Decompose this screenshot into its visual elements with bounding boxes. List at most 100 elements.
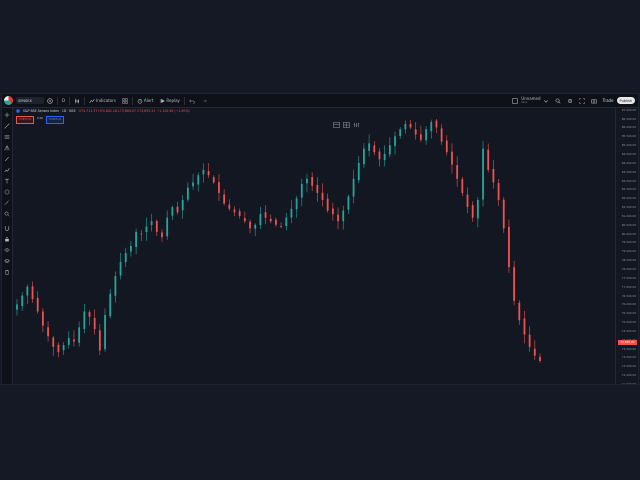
candle bbox=[57, 342, 60, 358]
candle bbox=[497, 178, 500, 206]
divider bbox=[69, 96, 71, 105]
layers-icon[interactable] bbox=[4, 258, 10, 264]
price-tick-label: 72,500.00 bbox=[621, 364, 636, 369]
price-tick-label: 83,000.00 bbox=[621, 178, 636, 183]
sell-button[interactable]: 73,855.21 bbox=[16, 116, 34, 124]
candle bbox=[93, 309, 96, 335]
candle bbox=[394, 131, 396, 155]
chart-settings-icon[interactable] bbox=[353, 122, 360, 128]
layout-save-status: Save bbox=[521, 100, 528, 104]
price-tick-label: 78,500.00 bbox=[621, 258, 636, 263]
compare-symbol-button[interactable] bbox=[44, 94, 56, 107]
publish-button[interactable]: Publish bbox=[616, 97, 635, 104]
candle bbox=[130, 240, 132, 257]
chart-pane[interactable]: S&P BSE Sensex Index · 1D · BSE O74,711.… bbox=[13, 108, 638, 384]
lock-icon[interactable] bbox=[4, 236, 10, 242]
crosshair-icon[interactable] bbox=[4, 112, 10, 118]
price-tick-label: 78,000.00 bbox=[621, 267, 636, 271]
candle bbox=[425, 126, 427, 145]
magnet-icon[interactable] bbox=[4, 225, 10, 231]
price-tick-label: 75,500.00 bbox=[621, 311, 636, 316]
candle bbox=[420, 125, 422, 143]
price-tick-label: 71,500.00 bbox=[621, 382, 636, 384]
chart-layout-icon[interactable] bbox=[333, 122, 340, 128]
undo-button[interactable] bbox=[186, 94, 198, 107]
horizontal-lines-icon[interactable] bbox=[4, 134, 10, 140]
trash-icon[interactable] bbox=[4, 269, 10, 275]
candle-style-button[interactable] bbox=[71, 94, 83, 107]
brush-icon[interactable] bbox=[4, 156, 10, 162]
price-tick-label: 79,000.00 bbox=[621, 249, 636, 254]
buy-price: 73,855.21 bbox=[48, 118, 62, 121]
candle bbox=[539, 353, 541, 363]
candle bbox=[223, 189, 226, 206]
gear-icon bbox=[567, 98, 573, 104]
legend-title: S&P BSE Sensex Index · 1D · BSE bbox=[23, 109, 76, 113]
candle bbox=[150, 213, 153, 232]
text-tool-icon[interactable] bbox=[4, 178, 10, 184]
candle bbox=[171, 205, 174, 220]
snapshot-button[interactable] bbox=[588, 94, 600, 107]
price-tick-label: 73,500.00 bbox=[621, 346, 636, 351]
interval-button[interactable]: D bbox=[62, 98, 66, 103]
candle bbox=[456, 156, 459, 187]
trend-line-icon[interactable] bbox=[4, 123, 10, 129]
quick-search-button[interactable] bbox=[552, 94, 564, 107]
candle bbox=[36, 291, 39, 314]
candle bbox=[238, 208, 241, 219]
redo-button[interactable] bbox=[198, 94, 210, 107]
projection-icon[interactable] bbox=[4, 167, 10, 173]
replay-button[interactable]: Replay bbox=[156, 94, 183, 107]
symbol-search[interactable]: SENSEX bbox=[16, 97, 44, 104]
candle bbox=[202, 163, 205, 183]
drawing-toolbar bbox=[2, 108, 13, 384]
alert-label: Alert bbox=[143, 98, 154, 103]
alert-button[interactable]: Alert bbox=[134, 94, 157, 107]
candle bbox=[476, 197, 479, 228]
layout-name: Unnamed bbox=[521, 95, 541, 101]
candle bbox=[409, 119, 412, 130]
candle bbox=[155, 219, 158, 236]
price-tick-label: 85,000.00 bbox=[621, 143, 636, 148]
candle bbox=[197, 172, 200, 192]
fullscreen-button[interactable] bbox=[576, 94, 588, 107]
smiley-icon[interactable] bbox=[4, 189, 10, 195]
candle bbox=[124, 247, 127, 268]
price-tick-label: 76,000.00 bbox=[621, 302, 636, 307]
candle bbox=[368, 134, 371, 157]
chart-table-icon[interactable] bbox=[343, 122, 350, 128]
price-tick-label: 77,500.00 bbox=[621, 275, 636, 280]
candle bbox=[47, 321, 49, 342]
price-tick-label: 86,500.00 bbox=[621, 116, 636, 121]
templates-button[interactable] bbox=[119, 94, 131, 107]
divider bbox=[57, 96, 58, 105]
candle bbox=[295, 195, 298, 218]
app-logo[interactable] bbox=[4, 96, 13, 105]
candle bbox=[502, 197, 505, 233]
candle bbox=[399, 127, 402, 139]
spread-value: 0.00 bbox=[37, 117, 43, 120]
buy-button[interactable]: 73,855.21 bbox=[46, 116, 64, 124]
candle bbox=[290, 200, 293, 224]
divider bbox=[183, 96, 185, 105]
symbol-flag-icon bbox=[16, 109, 20, 113]
settings-button[interactable] bbox=[564, 94, 576, 107]
candle bbox=[73, 330, 75, 347]
zoom-in-icon[interactable] bbox=[4, 211, 10, 217]
indicators-button[interactable]: Indicators bbox=[86, 94, 119, 107]
sell-price: 73,855.21 bbox=[18, 118, 32, 121]
price-tick-label: 81,500.00 bbox=[621, 205, 636, 210]
layout-icon bbox=[512, 97, 518, 104]
price-plot[interactable] bbox=[13, 108, 616, 384]
price-axis[interactable]: 87,000.00 86,500.00 86,000.00 85,500.00 85,0… bbox=[615, 108, 638, 384]
price-tick-label: 74,500.00 bbox=[621, 328, 636, 333]
layout-selector[interactable]: Unnamed Save bbox=[509, 94, 551, 107]
candle bbox=[492, 159, 495, 189]
ruler-icon[interactable] bbox=[4, 200, 10, 206]
grid-icon bbox=[122, 97, 128, 104]
pitchfork-icon[interactable] bbox=[4, 145, 10, 151]
eye-icon[interactable] bbox=[4, 247, 10, 253]
trade-button[interactable]: Trade bbox=[602, 98, 614, 103]
candle bbox=[414, 122, 417, 140]
candle bbox=[83, 303, 86, 334]
